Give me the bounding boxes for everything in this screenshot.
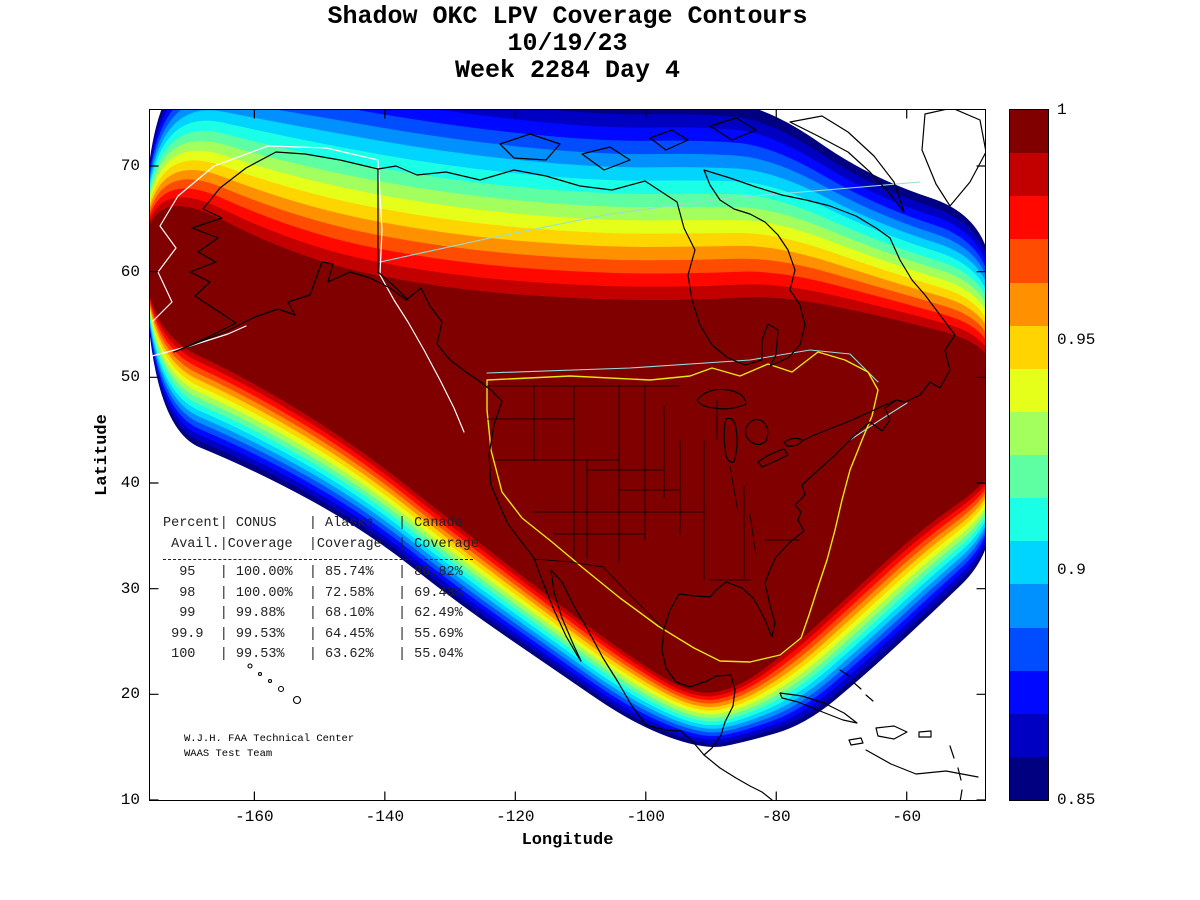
coastline (499, 133, 561, 161)
colorbar-segment (1010, 584, 1048, 628)
state-border-line (729, 465, 739, 513)
coverage-table-row: 95 | 100.00% | 85.74% | 86.82% (163, 565, 463, 580)
coverage-table-row: 99.9 | 99.53% | 64.45% | 55.69% (163, 626, 463, 642)
colorbar-segment (1010, 282, 1048, 326)
colorbar-segment (1010, 541, 1048, 585)
colorbar-segment (1010, 110, 1048, 154)
coastline (661, 237, 956, 756)
x-tick-label: -60 (892, 808, 922, 826)
coastline (875, 725, 908, 740)
colorbar-segment (1010, 325, 1048, 369)
colorbar-tick-label: 0.9 (1057, 561, 1086, 579)
y-tick-label: 60 (120, 262, 140, 281)
coastline (703, 169, 891, 239)
colorbar-segment (1010, 196, 1048, 240)
hawaii-island (292, 695, 302, 705)
coverage-table-header-row: Avail.|Coverage |Coverage | Coverage (163, 536, 479, 552)
coastline (757, 448, 789, 468)
colorbar-segment (1010, 713, 1048, 757)
coastline (709, 117, 757, 141)
colorbar-segment (1010, 239, 1048, 283)
coverage-boundaries (151, 145, 921, 663)
state-borders (486, 385, 801, 630)
chart-title: Shadow OKC LPV Coverage Contours 10/19/2… (150, 3, 985, 84)
hawaii-island (257, 671, 263, 677)
y-tick-label: 70 (120, 157, 140, 175)
colorbar-segment (1010, 455, 1048, 499)
coverage-table-row: 100 | 99.53% | 63.62% | 55.04% (163, 647, 463, 662)
x-tick-label: -100 (626, 808, 665, 826)
colorbar-segment (1010, 411, 1048, 455)
hawaii-island (247, 663, 253, 669)
colorbar-segment (1010, 756, 1048, 800)
coastline (921, 110, 985, 207)
canada-boundary-line (486, 349, 879, 383)
canada-boundary-line (379, 181, 921, 263)
colorbar-segment (1010, 368, 1048, 412)
colorbar (1009, 109, 1049, 801)
y-tick-label: 10 (120, 791, 140, 809)
coastline (723, 417, 738, 463)
plot-area: Percent| CONUS | Alaska | Canada Avail.|… (149, 109, 986, 801)
title-line-2: 10/19/23 (507, 29, 628, 58)
hawaii-island (277, 685, 285, 693)
canada-boundary-line (849, 402, 908, 441)
colorbar-segment (1010, 498, 1048, 542)
colorbar-tick-label: 1 (1057, 101, 1067, 119)
alaska-boundary (377, 159, 465, 433)
coastline (789, 115, 905, 213)
y-tick-label: 20 (120, 685, 140, 704)
colorbar-tick-label: 0.95 (1057, 331, 1096, 349)
credit-line-1: W.J.H. FAA Technical Center (184, 733, 355, 745)
state-border-line (749, 513, 757, 557)
coastline (683, 169, 806, 367)
coastlines (173, 110, 985, 800)
y-tick-label: 40 (120, 474, 140, 492)
coastline (696, 388, 747, 410)
coastline (848, 737, 864, 746)
title-line-1: Shadow OKC LPV Coverage Contours (327, 2, 808, 31)
coastline (649, 129, 689, 151)
contour-bands (150, 110, 985, 747)
colorbar-segment (1010, 153, 1048, 197)
y-tick-label: 30 (120, 579, 140, 598)
x-tick-label: -160 (235, 808, 274, 826)
coverage-table-divider (163, 559, 473, 560)
y-axis-label: Latitude (93, 414, 112, 496)
coastline (865, 749, 985, 800)
contour-band (150, 206, 985, 693)
alaska-boundary (151, 325, 247, 357)
coastline (783, 437, 803, 447)
coverage-table-row: 98 | 100.00% | 72.58% | 69.43% (163, 585, 463, 601)
axis-tick-marks (150, 110, 985, 800)
y-tick-label: 50 (120, 368, 140, 387)
hawaii-island (267, 678, 273, 684)
coastline (918, 730, 932, 738)
coastline (744, 418, 769, 446)
coverage-table-header-row: Percent| CONUS | Alaska | Canada (163, 516, 463, 531)
state-border-line (533, 558, 665, 630)
coastline (839, 669, 874, 702)
coverage-table-row: 99 | 99.88% | 68.10% | 62.49% (163, 606, 463, 621)
credit-line-2: WAAS Test Team (184, 748, 273, 760)
coverage-table: Percent| CONUS | Alaska | Canada Avail.|… (163, 514, 479, 666)
coastline (173, 151, 773, 800)
coastline (377, 168, 409, 301)
title-line-3: Week 2284 Day 4 (454, 56, 681, 85)
coastline (581, 146, 631, 171)
x-axis-label: Longitude (521, 831, 614, 850)
colorbar-tick-label: 0.85 (1057, 791, 1096, 809)
x-tick-label: -140 (365, 808, 405, 826)
contour-map (150, 110, 985, 800)
x-tick-label: -120 (496, 808, 535, 826)
colorbar-segment (1010, 627, 1048, 671)
colorbar-segment (1010, 670, 1048, 714)
coastline (779, 692, 858, 724)
conus-boundary (486, 351, 879, 663)
x-tick-label: -80 (761, 808, 791, 826)
credit-text: W.J.H. FAA Technical Center WAAS Test Te… (184, 732, 354, 762)
coastline (801, 399, 897, 442)
alaska-boundary (151, 145, 379, 323)
